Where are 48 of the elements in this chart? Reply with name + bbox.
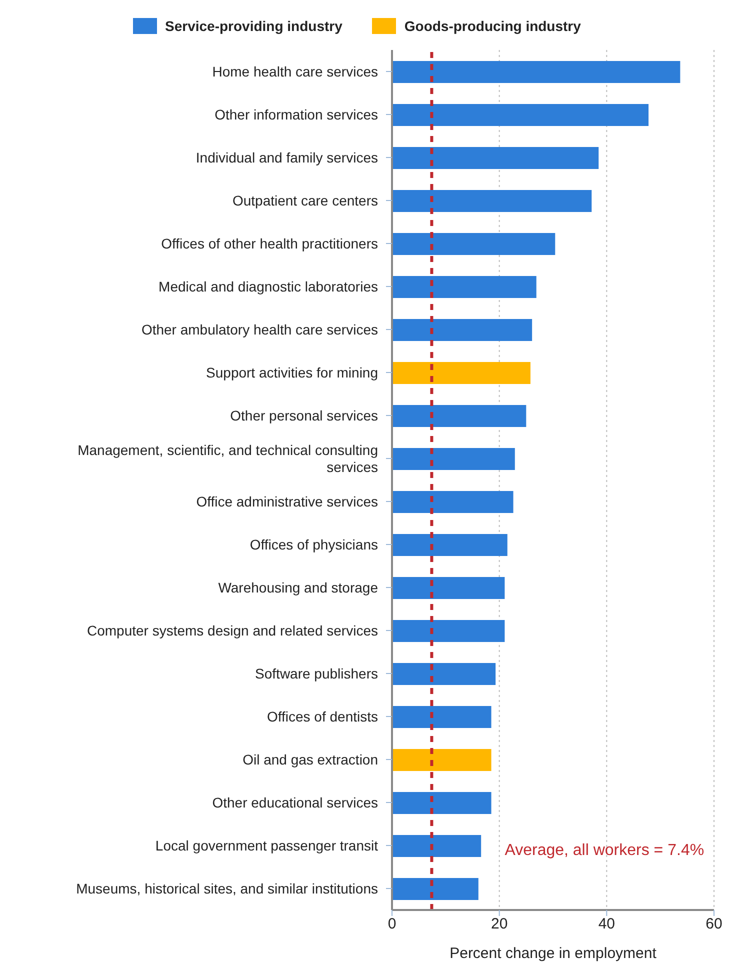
y-tick-label: Offices of dentists xyxy=(266,708,378,724)
y-tick-label: Museums, historical sites, and similar institutions xyxy=(76,880,378,896)
y-tick-label: Offices of physicians xyxy=(250,536,378,552)
y-tick-label: Individual and family services xyxy=(196,150,378,166)
bar xyxy=(392,706,492,728)
bar xyxy=(392,448,515,470)
bar xyxy=(392,491,514,513)
bar xyxy=(392,104,649,126)
y-tick-label: Offices of other health practitioners xyxy=(161,236,378,252)
y-tick-label: Outpatient care centers xyxy=(232,192,378,208)
bar xyxy=(392,362,530,384)
y-tick-label: Home health care services xyxy=(212,64,378,80)
y-tick-label: Local government passenger transit xyxy=(155,838,378,854)
bar xyxy=(392,405,526,427)
y-tick-label: Office administrative services xyxy=(196,494,378,510)
x-axis-title: Percent change in employment xyxy=(450,945,658,962)
legend-label: Service-providing industry xyxy=(165,18,342,34)
bar xyxy=(392,663,496,685)
y-tick-label: Other personal services xyxy=(230,408,378,424)
bar xyxy=(392,534,508,556)
ref-line-label: Average, all workers = 7.4% xyxy=(504,842,704,859)
y-tick-label: Software publishers xyxy=(255,666,378,682)
x-tick-label: 20 xyxy=(490,916,508,933)
bar xyxy=(392,147,599,169)
x-tick-label: 60 xyxy=(706,916,722,933)
y-tick-label: Support activities for mining xyxy=(206,364,378,380)
y-tick-label: Other information services xyxy=(214,106,378,122)
y-tick-label: Warehousing and storage xyxy=(218,580,378,596)
bar xyxy=(392,233,556,255)
bar xyxy=(392,577,505,599)
bar xyxy=(392,878,478,900)
y-tick-label: Management, scientific, and technical consulting services xyxy=(78,442,378,475)
bar xyxy=(392,190,592,212)
y-tick-label: Other ambulatory health care services xyxy=(141,322,378,338)
bar xyxy=(392,276,536,298)
legend-label: Goods-producing industry xyxy=(404,18,581,34)
y-tick-label: Medical and diagnostic laboratories xyxy=(158,278,378,294)
bar xyxy=(392,749,492,771)
bar xyxy=(392,792,492,814)
y-tick-label: Oil and gas extraction xyxy=(242,752,378,768)
y-tick-label: Computer systems design and related services xyxy=(86,622,378,638)
bar xyxy=(392,319,532,341)
bar xyxy=(392,620,505,642)
x-tick-label: 40 xyxy=(598,916,616,933)
bar xyxy=(392,835,482,857)
bar xyxy=(392,61,680,83)
y-tick-label: Other educational services xyxy=(212,794,378,810)
x-tick-label: 0 xyxy=(388,916,396,933)
